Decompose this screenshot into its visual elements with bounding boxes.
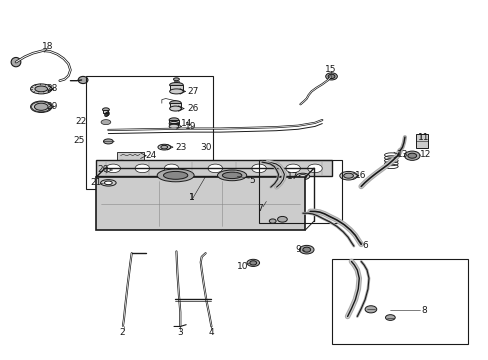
Ellipse shape (102, 108, 109, 111)
Text: 21: 21 (90, 178, 102, 187)
Bar (259, 160, 341, 223)
Text: 10: 10 (236, 262, 248, 271)
Bar (117, 152, 143, 159)
Bar (103, 110, 108, 113)
Ellipse shape (157, 169, 194, 182)
Bar (96, 177, 305, 230)
Text: 1: 1 (189, 193, 194, 202)
Bar (116, 163, 128, 170)
Ellipse shape (217, 170, 246, 181)
Ellipse shape (251, 164, 266, 173)
Ellipse shape (339, 171, 357, 180)
Text: 12: 12 (419, 150, 430, 159)
Text: 18: 18 (42, 41, 53, 50)
Ellipse shape (35, 86, 47, 92)
Ellipse shape (385, 315, 394, 320)
Bar (169, 103, 181, 109)
Ellipse shape (169, 124, 179, 129)
Ellipse shape (404, 151, 419, 160)
Bar (169, 120, 179, 123)
Ellipse shape (173, 78, 179, 81)
Bar (169, 85, 183, 91)
Ellipse shape (295, 173, 309, 180)
Ellipse shape (299, 246, 313, 254)
Text: 8: 8 (421, 306, 427, 315)
Text: 17: 17 (287, 172, 298, 181)
Text: 26: 26 (187, 104, 199, 113)
Ellipse shape (164, 164, 179, 173)
Ellipse shape (169, 89, 183, 94)
Bar (170, 123, 178, 126)
Text: 29: 29 (47, 102, 58, 111)
Ellipse shape (343, 173, 353, 178)
Ellipse shape (163, 171, 187, 179)
Ellipse shape (307, 164, 322, 173)
Ellipse shape (30, 101, 52, 112)
Ellipse shape (116, 167, 128, 172)
Ellipse shape (169, 121, 179, 126)
Text: 28: 28 (47, 84, 58, 93)
Ellipse shape (269, 219, 276, 223)
Ellipse shape (327, 74, 334, 78)
Text: 22: 22 (75, 117, 86, 126)
Ellipse shape (116, 160, 128, 165)
Ellipse shape (169, 101, 181, 106)
Bar (96, 160, 331, 176)
Ellipse shape (101, 120, 111, 125)
Ellipse shape (158, 144, 170, 150)
Text: 5: 5 (248, 176, 254, 185)
Ellipse shape (101, 180, 116, 186)
Ellipse shape (135, 164, 149, 173)
Text: 1: 1 (189, 193, 194, 202)
Ellipse shape (298, 175, 306, 178)
Ellipse shape (103, 139, 113, 144)
Ellipse shape (207, 164, 222, 173)
Ellipse shape (161, 145, 167, 149)
Bar (331, 258, 467, 344)
Text: 16: 16 (355, 171, 366, 180)
Ellipse shape (277, 216, 287, 222)
Ellipse shape (169, 82, 183, 87)
Text: 7: 7 (257, 204, 263, 213)
Text: 20: 20 (98, 166, 109, 175)
Text: 9: 9 (294, 245, 300, 254)
Text: 23: 23 (175, 143, 186, 152)
Text: 30: 30 (200, 143, 211, 152)
Ellipse shape (285, 164, 300, 173)
Ellipse shape (30, 84, 52, 94)
Ellipse shape (407, 153, 416, 158)
Text: 19: 19 (185, 122, 196, 131)
Ellipse shape (302, 247, 310, 252)
Ellipse shape (246, 259, 259, 266)
Text: 27: 27 (187, 87, 199, 96)
Ellipse shape (34, 103, 48, 111)
Ellipse shape (78, 76, 88, 84)
Ellipse shape (169, 106, 181, 111)
Bar (415, 134, 427, 148)
Ellipse shape (249, 261, 256, 265)
Ellipse shape (169, 118, 179, 122)
Ellipse shape (365, 306, 376, 313)
Ellipse shape (106, 164, 120, 173)
Text: 14: 14 (180, 119, 191, 128)
Text: 13: 13 (396, 150, 407, 159)
Text: 2: 2 (119, 328, 124, 337)
Ellipse shape (325, 73, 337, 80)
Text: 3: 3 (177, 328, 183, 337)
Ellipse shape (222, 172, 242, 179)
Text: 24: 24 (145, 151, 157, 160)
Text: 11: 11 (417, 132, 428, 141)
Ellipse shape (104, 181, 112, 185)
Text: 15: 15 (325, 65, 336, 74)
Ellipse shape (11, 58, 21, 67)
Text: 4: 4 (208, 328, 214, 337)
Text: 25: 25 (73, 136, 85, 145)
Text: 6: 6 (362, 240, 367, 249)
Bar (86, 76, 212, 189)
